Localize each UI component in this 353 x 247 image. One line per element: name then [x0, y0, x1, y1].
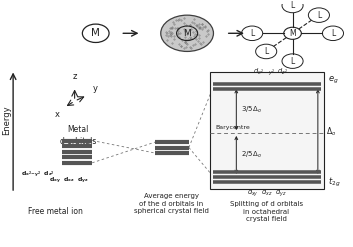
Text: Energy: Energy	[2, 106, 11, 135]
Text: L: L	[264, 47, 268, 56]
Text: $\mathbf{d_{xy}}$  $\mathbf{d_{xz}}$  $\mathbf{d_{yz}}$: $\mathbf{d_{xy}}$ $\mathbf{d_{xz}}$ $\ma…	[49, 175, 89, 185]
Text: $\Delta_o$: $\Delta_o$	[326, 125, 336, 138]
Text: M: M	[183, 29, 191, 38]
Text: $d_{xy}\ \ d_{xz}\ \ d_{yz}$: $d_{xy}\ \ d_{xz}\ \ d_{yz}$	[247, 187, 287, 199]
Text: $\mathbf{d_{x^2{-}y^2}}$  $\mathbf{d_{z^2}}$: $\mathbf{d_{x^2{-}y^2}}$ $\mathbf{d_{z^2…	[21, 170, 54, 180]
Text: Barycentre: Barycentre	[215, 125, 250, 130]
Text: L: L	[291, 57, 295, 66]
Text: M: M	[289, 29, 296, 38]
Text: z: z	[72, 72, 77, 81]
Text: $d_{x^2-y^2}\ \ d_{z^2}$: $d_{x^2-y^2}\ \ d_{z^2}$	[253, 66, 288, 78]
Text: L: L	[291, 1, 295, 10]
Text: L: L	[331, 29, 335, 38]
Text: $2/5\Delta_o$: $2/5\Delta_o$	[240, 150, 262, 160]
Text: Splitting of d orbitals
in octahedral
crystal field: Splitting of d orbitals in octahedral cr…	[230, 201, 303, 222]
Bar	[210, 72, 324, 189]
Text: Average energy
of the d orbitals in
spherical crystal field: Average energy of the d orbitals in sphe…	[134, 193, 209, 214]
Text: Metal
d orbitals: Metal d orbitals	[60, 125, 96, 146]
Text: x: x	[54, 110, 60, 119]
Text: L: L	[250, 29, 254, 38]
Text: M: M	[91, 28, 100, 38]
Text: L: L	[317, 11, 321, 20]
Circle shape	[161, 15, 214, 51]
Text: $e_g$: $e_g$	[328, 75, 339, 86]
Text: $3/5\Delta_o$: $3/5\Delta_o$	[240, 104, 262, 115]
Text: y: y	[92, 84, 97, 93]
Text: $t_{2g}$: $t_{2g}$	[328, 176, 341, 189]
Text: Free metal ion: Free metal ion	[28, 207, 83, 216]
